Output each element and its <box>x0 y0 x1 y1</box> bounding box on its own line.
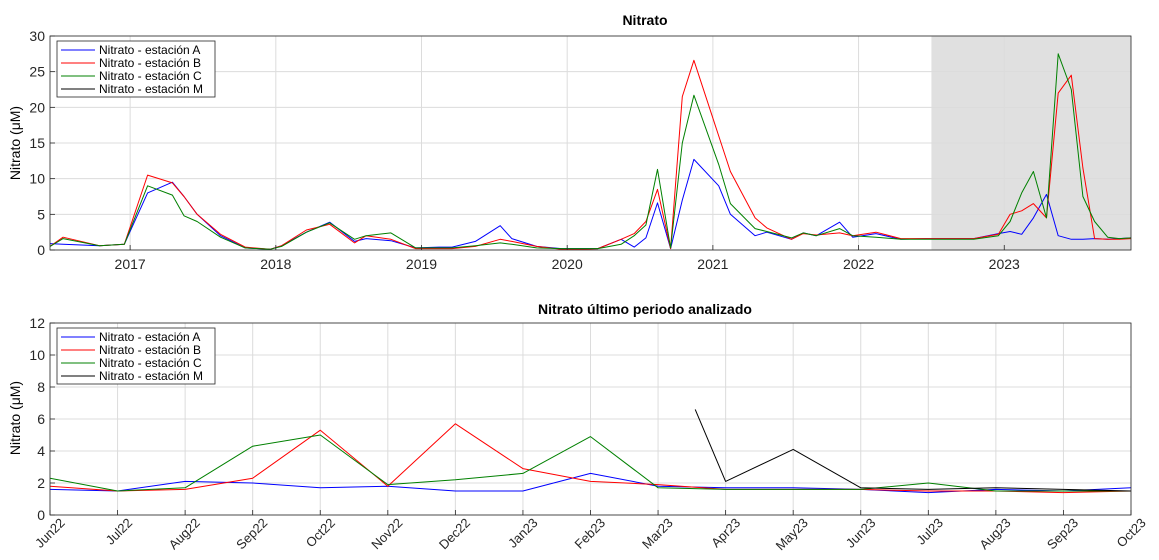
y-tick-label: 12 <box>29 315 45 331</box>
x-tick-label: 2020 <box>552 256 583 272</box>
x-tick-label: 2019 <box>406 256 437 272</box>
y-tick-label: 10 <box>29 171 45 187</box>
nitrato-panel: 0 5 10 15 20 25 30 2017 2018 2019 2020 2021 2022 2023… <box>7 12 1132 272</box>
series-line <box>50 472 1131 494</box>
plot-area: 0 5 10 15 20 25 30 2017 2018 2019 2020 2021 2022 2023 <box>29 28 1132 272</box>
y-tick-label: 0 <box>37 507 45 523</box>
series-line <box>50 434 1131 492</box>
y-tick-label: 0 <box>37 242 45 258</box>
legend-label: Nitrato - estación B <box>99 343 201 357</box>
y-tick-label: 5 <box>37 206 45 222</box>
y-axis-label: Nitrato (μM) <box>7 381 23 455</box>
chart-title: Nitrato último periodo analizado <box>538 301 752 317</box>
legend-label: Nitrato - estación C <box>99 69 202 83</box>
y-tick-label: 6 <box>37 411 45 427</box>
y-axis-label: Nitrato (μM) <box>7 106 23 180</box>
y-tick-label: 10 <box>29 347 45 363</box>
chart-title: Nitrato <box>622 12 667 28</box>
series-line <box>50 423 1131 494</box>
legend-label: Nitrato - estación C <box>99 356 202 370</box>
x-tick-label: 2021 <box>697 256 728 272</box>
y-tick-label: 20 <box>29 99 45 115</box>
x-tick-label: 2018 <box>260 256 291 272</box>
x-tick-label: 2022 <box>843 256 874 272</box>
legend-label: Nitrato - estación B <box>99 56 201 70</box>
series-lines <box>50 53 1131 250</box>
y-tick-label: 4 <box>37 443 45 459</box>
x-tick-label: 2017 <box>115 256 146 272</box>
series-line <box>50 53 1131 250</box>
legend-label: Nitrato - estación A <box>99 330 200 344</box>
series-lines <box>50 409 1131 494</box>
y-tick-label: 25 <box>29 64 45 80</box>
legend-label: Nitrato - estación A <box>99 43 200 57</box>
legend-label: Nitrato - estación M <box>99 82 203 96</box>
x-tick-label: 2023 <box>989 256 1020 272</box>
legend-label: Nitrato - estación M <box>99 369 203 383</box>
y-tick-label: 30 <box>29 28 45 44</box>
y-tick-label: 8 <box>37 379 45 395</box>
series-line <box>694 409 1131 492</box>
legend-box <box>56 327 216 385</box>
y-tick-label: 2 <box>37 475 45 491</box>
y-tick-label: 15 <box>29 135 45 151</box>
